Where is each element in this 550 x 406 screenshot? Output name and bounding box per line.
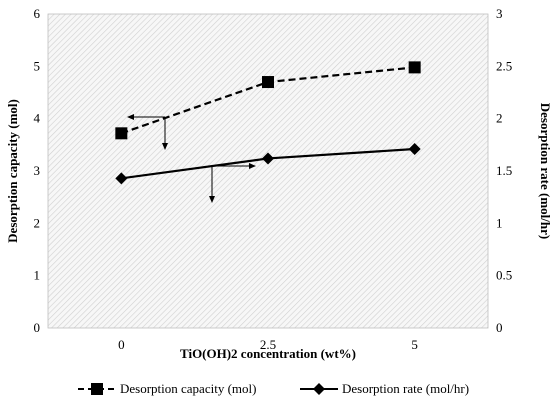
legend-label-2: Desorption rate (mol/hr) — [342, 381, 469, 396]
y2-tick-label: 3 — [496, 6, 503, 21]
plot-area — [47, 13, 489, 329]
y2-tick-label: 1.5 — [496, 163, 512, 178]
y2-axis-title: Desorption rate (mol/hr) — [538, 103, 550, 239]
left-axis-ticks: 0 1 2 3 4 5 6 — [34, 6, 41, 335]
series-2-point — [262, 152, 274, 165]
axis-indicator-arrows — [127, 114, 256, 203]
series-2-point — [408, 143, 421, 156]
x-tick-label: 5 — [411, 337, 418, 352]
capacity-arrow-left-head — [127, 114, 134, 120]
x-axis-ticks: 0 2.5 5 — [118, 337, 418, 352]
y-tick-label: 0 — [34, 320, 41, 335]
y-axis-title: Desorption capacity (mol) — [5, 99, 20, 243]
y2-tick-label: 0 — [496, 320, 503, 335]
x-tick-label: 0 — [118, 337, 125, 352]
capacity-arrow-down-head — [162, 143, 168, 150]
y-tick-label: 1 — [34, 268, 41, 283]
y2-tick-label: 2 — [496, 111, 503, 126]
series-1-point — [262, 76, 274, 89]
y-tick-label: 2 — [34, 215, 41, 230]
series-layer — [115, 61, 421, 185]
right-axis-ticks: 0 0.5 1 1.5 2 2.5 3 — [496, 6, 512, 335]
series-1-point — [408, 61, 421, 74]
legend-marker-2 — [313, 383, 325, 395]
rate-arrow-down-head — [209, 196, 215, 203]
legend: Desorption capacity (mol) Desorption rate… — [78, 381, 469, 396]
y2-tick-label: 1 — [496, 215, 503, 230]
rate-arrow-right-head — [249, 163, 256, 169]
y2-tick-label: 2.5 — [496, 58, 512, 73]
y-tick-label: 3 — [34, 163, 41, 178]
series-1-point — [115, 127, 128, 140]
y-tick-label: 5 — [34, 58, 41, 73]
y2-tick-label: 0.5 — [496, 268, 512, 283]
series-2-point — [115, 172, 128, 185]
y-tick-label: 4 — [34, 111, 41, 126]
legend-label-1: Desorption capacity (mol) — [120, 381, 256, 396]
x-tick-label: 2.5 — [260, 337, 276, 352]
legend-marker-1 — [91, 383, 103, 395]
y-tick-label: 6 — [34, 6, 41, 21]
x-axis-title: TiO(OH)2 concentration (wt%) — [180, 346, 356, 361]
